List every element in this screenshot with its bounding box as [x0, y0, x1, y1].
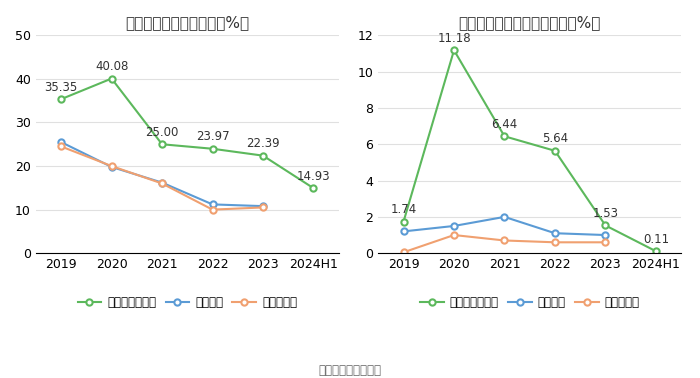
行业中位数	[158, 181, 166, 186]
行业中位数	[500, 238, 509, 243]
公司资产负债率	[158, 142, 166, 147]
Line: 行业中位数: 行业中位数	[58, 143, 266, 213]
Legend: 有息资产负债率, 行业均值, 行业中位数: 有息资产负债率, 行业均值, 行业中位数	[415, 292, 644, 314]
公司资产负债率	[107, 76, 116, 81]
Text: 1.53: 1.53	[592, 207, 618, 220]
行业均值	[601, 233, 610, 237]
有息资产负债率	[399, 219, 407, 224]
Line: 行业均值: 行业均值	[58, 139, 266, 209]
行业中位数	[57, 144, 65, 149]
公司资产负债率	[57, 97, 65, 101]
有息资产负债率	[551, 149, 559, 153]
Text: 40.08: 40.08	[95, 60, 128, 73]
行业均值	[57, 140, 65, 144]
行业中位数	[209, 208, 217, 212]
Text: 11.18: 11.18	[438, 32, 471, 45]
Line: 行业中位数: 行业中位数	[400, 232, 608, 256]
行业中位数	[107, 164, 116, 168]
Text: 14.93: 14.93	[297, 170, 330, 183]
Line: 有息资产负债率: 有息资产负债率	[400, 47, 659, 254]
Legend: 公司资产负债率, 行业均值, 行业中位数: 公司资产负债率, 行业均值, 行业中位数	[73, 292, 302, 314]
Text: 数据来源：恒生聚源: 数据来源：恒生聚源	[318, 364, 382, 377]
行业中位数	[259, 205, 267, 210]
Title: 近年来有息资产负债率情况（%）: 近年来有息资产负债率情况（%）	[458, 15, 601, 30]
有息资产负债率	[652, 249, 660, 254]
Text: 5.64: 5.64	[542, 132, 568, 146]
公司资产负债率	[259, 153, 267, 158]
行业均值	[107, 165, 116, 169]
Title: 近年来资产负债率情况（%）: 近年来资产负债率情况（%）	[125, 15, 249, 30]
行业均值	[551, 231, 559, 235]
Line: 行业均值: 行业均值	[400, 214, 608, 238]
Text: 23.97: 23.97	[196, 130, 230, 143]
行业均值	[450, 224, 459, 228]
公司资产负债率	[309, 186, 318, 191]
行业均值	[399, 229, 407, 234]
行业均值	[500, 215, 509, 219]
行业中位数	[601, 240, 610, 245]
有息资产负债率	[601, 223, 610, 228]
行业中位数	[450, 233, 459, 237]
行业中位数	[551, 240, 559, 245]
Text: 6.44: 6.44	[491, 118, 517, 131]
行业均值	[158, 180, 166, 185]
有息资产负债率	[450, 48, 459, 53]
Text: 0.11: 0.11	[643, 233, 669, 246]
公司资产负债率	[209, 147, 217, 151]
Text: 35.35: 35.35	[45, 81, 78, 94]
行业均值	[259, 204, 267, 208]
有息资产负债率	[500, 134, 509, 139]
Text: 25.00: 25.00	[146, 126, 178, 139]
Text: 22.39: 22.39	[246, 137, 280, 150]
行业均值	[209, 202, 217, 207]
Text: 1.74: 1.74	[391, 203, 416, 216]
行业中位数	[399, 250, 407, 254]
Line: 公司资产负债率: 公司资产负债率	[58, 76, 316, 191]
